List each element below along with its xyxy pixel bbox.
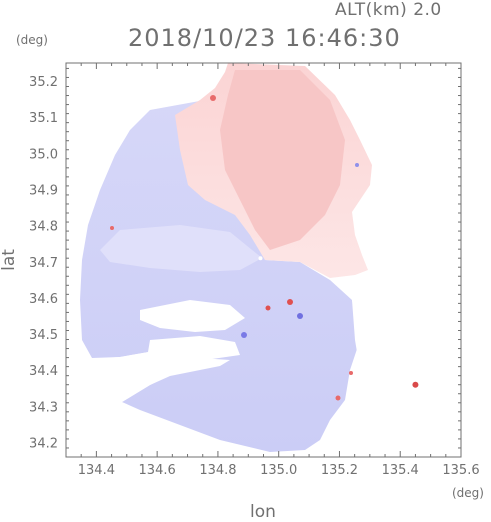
y-tick-label: 34.9 [29, 184, 58, 199]
bay-gap-2 [148, 336, 240, 360]
bay-gap [140, 300, 245, 332]
y-tick-label: 35.0 [29, 147, 58, 162]
x-tick-label: 135.0 [260, 463, 297, 478]
x-tick-label: 134.4 [78, 463, 115, 478]
x-tick-label: 134.6 [139, 463, 176, 478]
red-speckle [335, 395, 341, 401]
y-tick-label: 35.1 [29, 111, 58, 126]
y-tick-label: 34.2 [29, 437, 58, 452]
x-tick-label: 135.4 [382, 463, 419, 478]
x-tick-label: 134.8 [199, 463, 236, 478]
y-tick-label: 34.6 [29, 292, 58, 307]
radar-site-marker [258, 256, 263, 261]
x-axis-ticks: 134.4 134.6 134.8 135.0 135.2 135.4 135.6 [65, 63, 480, 478]
echo-field [80, 63, 419, 452]
blue-speckle [355, 163, 359, 167]
y-tick-label: 35.2 [29, 75, 58, 90]
red-speckle [265, 305, 271, 311]
blue-light-band [100, 225, 262, 272]
y-axis-ticks: 35.2 35.1 35.0 34.9 34.8 34.7 34.6 34.5 34.4 34.3… [29, 67, 461, 458]
y-tick-label: 34.7 [29, 256, 58, 271]
blue-speckle [297, 313, 303, 319]
red-speckle [110, 226, 114, 230]
red-speckle [349, 371, 353, 375]
x-tick-label: 135.6 [442, 463, 479, 478]
red-speckle [210, 95, 216, 101]
y-tick-label: 34.3 [29, 400, 58, 415]
timestamp-title: 2018/10/23 16:46:30 [128, 24, 401, 52]
y-axis-unit: (deg) [16, 33, 48, 47]
gap-lower [80, 350, 175, 410]
isolated-echo [412, 381, 419, 388]
blue-speckle [241, 332, 247, 338]
red-core [220, 70, 345, 250]
blue-echo-region [80, 100, 360, 452]
y-tick-label: 34.4 [29, 364, 58, 379]
y-tick-label: 34.8 [29, 220, 58, 235]
x-tick-label: 135.2 [321, 463, 358, 478]
altitude-label: ALT(km) 2.0 [335, 0, 442, 20]
x-axis-unit: (deg) [452, 486, 484, 500]
y-tick-label: 34.5 [29, 328, 58, 343]
gap-east [352, 300, 380, 370]
x-axis-label: lon [250, 502, 276, 522]
red-speckle [287, 299, 293, 305]
